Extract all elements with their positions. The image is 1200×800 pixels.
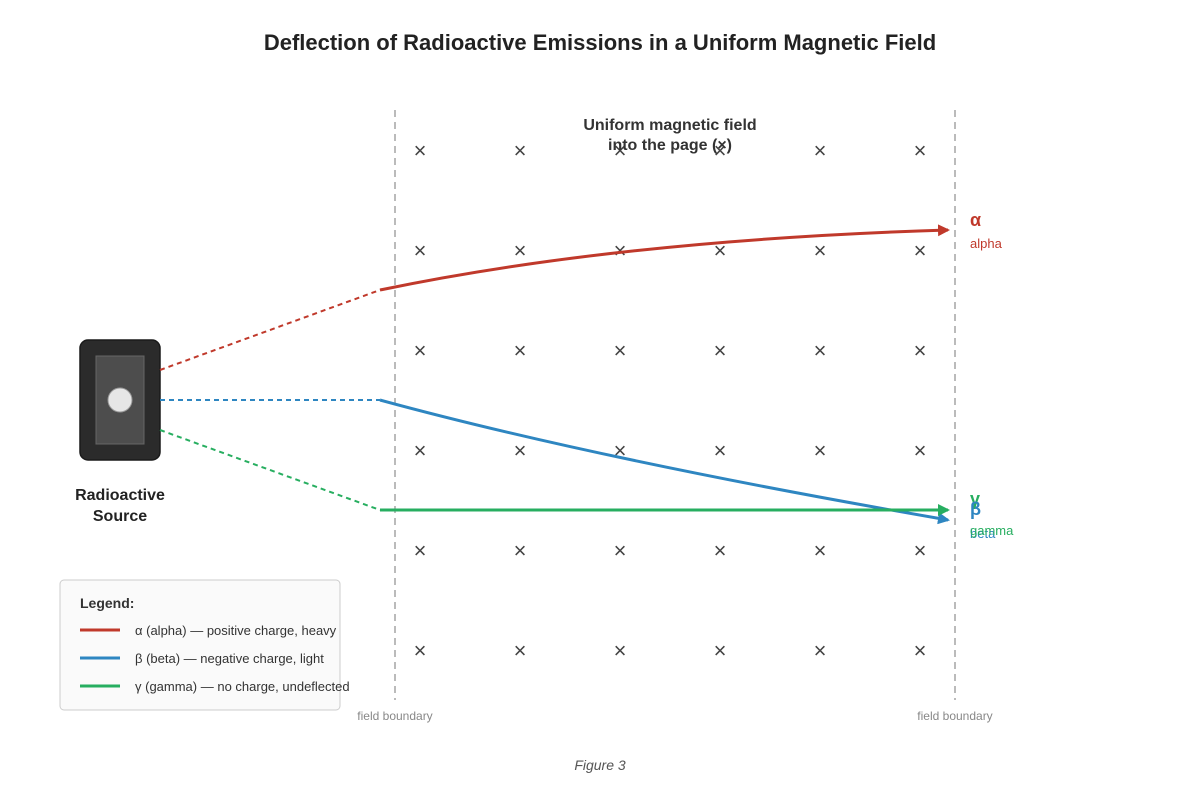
- radioactive-source: [79, 339, 161, 461]
- beta-symbol: β: [970, 499, 981, 519]
- figure-caption: Figure 3: [574, 757, 626, 773]
- field-cross-icon: ×: [514, 638, 527, 663]
- field-cross-icon: ×: [714, 338, 727, 363]
- gamma-name: gamma: [970, 523, 1014, 538]
- alpha-name: alpha: [970, 236, 1003, 251]
- beta-path: [379, 398, 950, 525]
- source-label-line-1: Radioactive: [75, 487, 165, 504]
- field-cross-icon: ×: [514, 238, 527, 263]
- field-cross-icon: ×: [414, 538, 427, 563]
- field-cross-icon: ×: [914, 438, 927, 463]
- diagram-title: Deflection of Radioactive Emissions in a…: [264, 30, 936, 55]
- field-cross-icon: ×: [714, 138, 727, 163]
- field-cross-icon: ×: [414, 438, 427, 463]
- field-cross-icon: ×: [814, 238, 827, 263]
- field-cross-icon: ×: [814, 638, 827, 663]
- legend-title: Legend:: [80, 595, 134, 611]
- field-cross-icon: ×: [614, 338, 627, 363]
- legend-item-alpha: α (alpha) — positive charge, heavy: [135, 623, 337, 638]
- legend-item-beta: β (beta) — negative charge, light: [135, 651, 324, 666]
- field-cross-icon: ×: [914, 138, 927, 163]
- field-cross-icon: ×: [614, 138, 627, 163]
- alpha-symbol: α: [970, 210, 981, 230]
- beta-name: beta: [970, 526, 996, 541]
- field-cross-icon: ×: [814, 438, 827, 463]
- field-boundary-right-label: field boundary: [917, 709, 992, 723]
- field-cross-icon: ×: [414, 238, 427, 263]
- field-cross-icon: ×: [714, 638, 727, 663]
- alpha-approach-path: [159, 289, 381, 371]
- field-cross-icon: ×: [414, 638, 427, 663]
- field-cross-icon: ×: [714, 438, 727, 463]
- field-cross-icon: ×: [814, 538, 827, 563]
- field-cross-icon: ×: [914, 638, 927, 663]
- field-cross-icon: ×: [514, 538, 527, 563]
- gamma-symbol: γ: [970, 489, 980, 509]
- field-cross-icon: ×: [614, 638, 627, 663]
- legend-item-gamma: γ (gamma) — no charge, undeflected: [135, 679, 350, 694]
- field-cross-icon: ×: [814, 338, 827, 363]
- field-cross-icon: ×: [914, 238, 927, 263]
- field-cross-icon: ×: [914, 538, 927, 563]
- magnetic-field-crosses: × × × × × ×× × × × × ×× × × × × ×× × × × × ×× × × × × ×× × × × × ×: [414, 138, 927, 663]
- legend-box: [59, 579, 341, 711]
- field-cross-icon: ×: [614, 238, 627, 263]
- field-cross-icon: ×: [814, 138, 827, 163]
- field-cross-icon: ×: [514, 438, 527, 463]
- legend: Legend: α (alpha) — positive charge, hea…: [59, 579, 350, 711]
- field-cross-icon: ×: [514, 338, 527, 363]
- field-cross-icon: ×: [414, 338, 427, 363]
- field-cross-icon: ×: [714, 538, 727, 563]
- field-cross-icon: ×: [614, 538, 627, 563]
- field-boundary-left-label: field boundary: [357, 709, 432, 723]
- field-cross-icon: ×: [414, 138, 427, 163]
- source-sample: [107, 387, 133, 413]
- field-cross-icon: ×: [914, 338, 927, 363]
- field-label-line-2: into the page (×): [608, 137, 732, 154]
- field-label-line-1: Uniform magnetic field: [583, 117, 756, 134]
- source-label-line-2: Source: [93, 508, 147, 525]
- gamma-approach-path: [159, 429, 381, 511]
- alpha-path: [379, 224, 950, 292]
- field-cross-icon: ×: [514, 138, 527, 163]
